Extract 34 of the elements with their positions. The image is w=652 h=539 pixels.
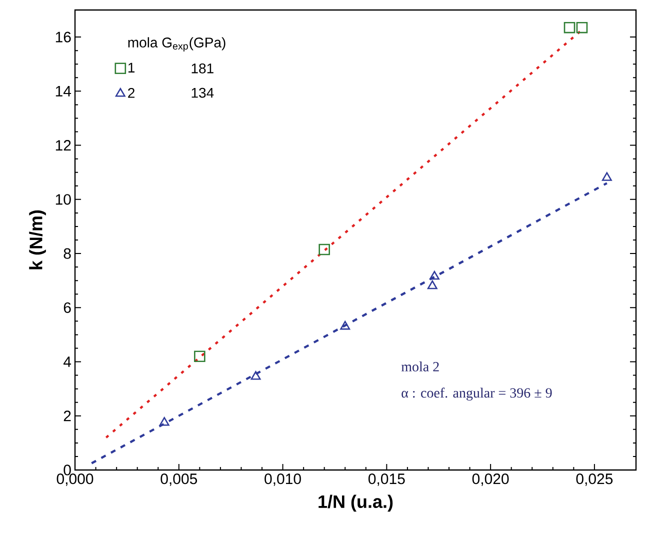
- y-tick-label: 2: [64, 410, 71, 422]
- legend-title: mola G$_{exp}$(GPa): [128, 37, 226, 52]
- x-tick-label: 0,000: [56, 474, 94, 486]
- y-axis-title: k (N/m): [29, 210, 46, 270]
- x-tick-label: 0,015: [368, 474, 405, 486]
- point: [429, 270, 440, 280]
- y-tick-label: 12: [56, 140, 71, 151]
- x-tick-label: 0,025: [576, 474, 613, 486]
- point: [318, 244, 330, 256]
- point: [159, 416, 170, 426]
- y-tick-label: 4: [63, 356, 72, 367]
- x-tick-label: 0,005: [160, 474, 198, 486]
- y-tick-label: 10: [56, 194, 71, 205]
- point: [427, 280, 438, 290]
- x-tick-label: 0,010: [264, 474, 301, 486]
- y-tick-label: 6: [64, 302, 71, 313]
- x-axis-title: 1/N (u.a.): [318, 494, 393, 512]
- legend-label: 2: [128, 88, 134, 98]
- annotation: α : coef. angular = 396 ± 9: [402, 388, 552, 401]
- y-tick-label: 14: [56, 86, 72, 96]
- annotation: mola 2: [401, 362, 439, 372]
- legend-label: 1: [128, 62, 135, 72]
- point: [340, 320, 350, 330]
- y-tick-label: 16: [56, 32, 71, 42]
- point: [194, 350, 206, 362]
- point: [576, 22, 588, 34]
- y-tick-label: 0: [64, 464, 71, 476]
- point: [602, 172, 612, 181]
- x-tick-label: 0,020: [472, 474, 509, 486]
- y-tick-label: 8: [64, 248, 71, 259]
- annotation: 134: [192, 88, 214, 98]
- annotation: 181: [192, 63, 214, 74]
- point: [250, 371, 261, 380]
- point: [564, 22, 576, 34]
